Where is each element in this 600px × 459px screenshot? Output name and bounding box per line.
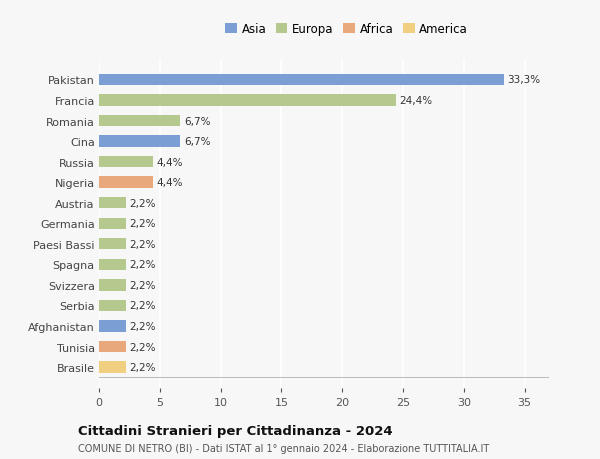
- Bar: [99, 321, 126, 332]
- Legend: Asia, Europa, Africa, America: Asia, Europa, Africa, America: [225, 23, 468, 36]
- Text: 2,2%: 2,2%: [130, 301, 156, 311]
- Bar: [99, 239, 126, 250]
- Text: 2,2%: 2,2%: [130, 219, 156, 229]
- Text: Cittadini Stranieri per Cittadinanza - 2024: Cittadini Stranieri per Cittadinanza - 2…: [78, 424, 392, 437]
- Text: 2,2%: 2,2%: [130, 342, 156, 352]
- Bar: [99, 75, 504, 86]
- Bar: [99, 300, 126, 311]
- Text: 6,7%: 6,7%: [184, 137, 211, 147]
- Bar: [99, 95, 396, 106]
- Bar: [99, 259, 126, 270]
- Text: 6,7%: 6,7%: [184, 116, 211, 126]
- Bar: [99, 116, 181, 127]
- Bar: [99, 177, 152, 188]
- Text: 2,2%: 2,2%: [130, 362, 156, 372]
- Bar: [99, 157, 152, 168]
- Bar: [99, 198, 126, 209]
- Text: 4,4%: 4,4%: [156, 157, 182, 167]
- Text: 24,4%: 24,4%: [400, 96, 433, 106]
- Text: 2,2%: 2,2%: [130, 280, 156, 290]
- Text: 2,2%: 2,2%: [130, 239, 156, 249]
- Text: 2,2%: 2,2%: [130, 260, 156, 270]
- Text: 2,2%: 2,2%: [130, 321, 156, 331]
- Text: 2,2%: 2,2%: [130, 198, 156, 208]
- Bar: [99, 136, 181, 147]
- Bar: [99, 341, 126, 353]
- Text: 33,3%: 33,3%: [508, 75, 541, 85]
- Text: 4,4%: 4,4%: [156, 178, 182, 188]
- Bar: [99, 362, 126, 373]
- Text: COMUNE DI NETRO (BI) - Dati ISTAT al 1° gennaio 2024 - Elaborazione TUTTITALIA.I: COMUNE DI NETRO (BI) - Dati ISTAT al 1° …: [78, 443, 489, 453]
- Bar: [99, 280, 126, 291]
- Bar: [99, 218, 126, 230]
